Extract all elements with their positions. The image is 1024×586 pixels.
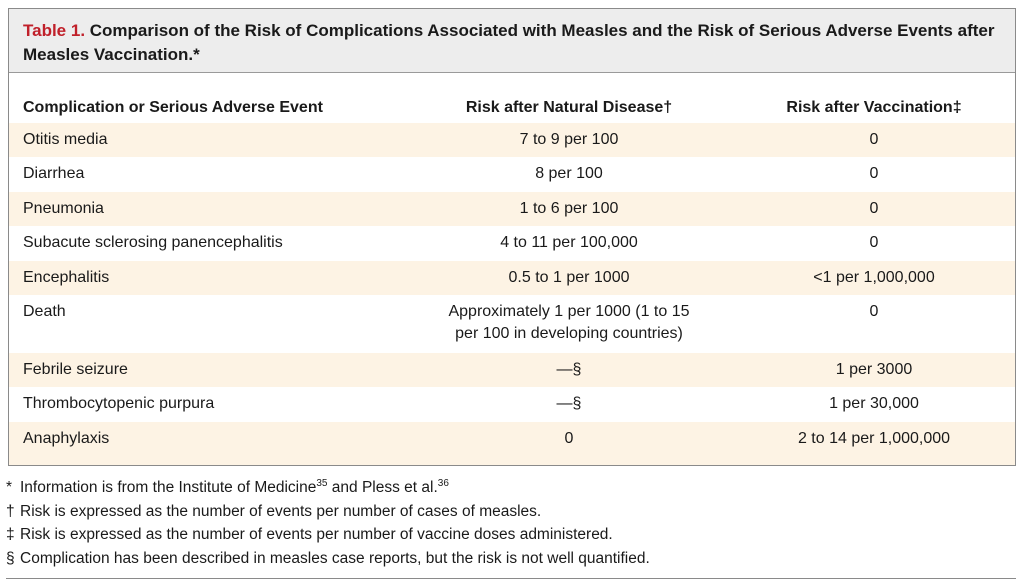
table-row: Thrombocytopenic purpura —§ 1 per 30,000	[9, 387, 1015, 422]
table-row: Subacute sclerosing panencephalitis 4 to…	[9, 226, 1015, 261]
footnote: ‡ Risk is expressed as the number of eve…	[6, 523, 1016, 547]
table-row: Diarrhea 8 per 100 0	[9, 157, 1015, 192]
cell-event: Diarrhea	[23, 165, 85, 182]
footnote-text: Complication has been described in measl…	[20, 549, 650, 567]
footnote: § Complication has been described in mea…	[6, 547, 1016, 571]
cell-natural: 0	[564, 430, 574, 447]
footnote-text: Risk is expressed as the number of event…	[20, 502, 542, 520]
footnote-text: Risk is expressed as the number of event…	[20, 526, 613, 543]
cell-vaccine: 0	[869, 200, 879, 217]
cell-event: Febrile seizure	[23, 361, 128, 378]
cell-natural: Approximately 1 per 1000 (1 to 15 per 10…	[399, 301, 739, 345]
cell-vaccine: <1 per 1,000,000	[813, 269, 935, 286]
footnote-mark: †	[6, 502, 15, 520]
table-row: Anaphylaxis 0 2 to 14 per 1,000,000	[9, 422, 1015, 465]
cell-natural: —§	[556, 395, 582, 412]
cell-natural: 8 per 100	[535, 165, 603, 182]
cell-natural: 1 to 6 per 100	[519, 200, 619, 217]
cell-event: Death	[23, 303, 66, 320]
citation-36: 36	[437, 477, 449, 489]
cell-natural: —§	[556, 361, 582, 378]
footnote-text: Information is from the Institute of Med…	[20, 476, 449, 500]
table-row: Otitis media 7 to 9 per 100 0	[9, 123, 1015, 157]
header-vaccine: Risk after Vaccination‡	[786, 99, 962, 116]
bottom-rule	[6, 578, 1016, 579]
cell-event: Pneumonia	[23, 200, 104, 217]
table-frame: Table 1. Comparison of the Risk of Compl…	[8, 8, 1016, 466]
cell-event: Subacute sclerosing panencephalitis	[23, 234, 283, 251]
table-header-row: Complication or Serious Adverse Event Ri…	[9, 73, 1015, 131]
cell-natural: 4 to 11 per 100,000	[500, 234, 638, 251]
table-title: Table 1. Comparison of the Risk of Compl…	[9, 9, 1015, 73]
table-row: Febrile seizure —§ 1 per 3000	[9, 353, 1015, 387]
footnote: * Information is from the Institute of M…	[6, 476, 1016, 500]
footnote: † Risk is expressed as the number of eve…	[6, 500, 1016, 524]
header-event: Complication or Serious Adverse Event	[23, 99, 323, 116]
cell-natural-line2: per 100 in developing countries)	[455, 325, 683, 342]
cell-vaccine: 1 per 3000	[835, 361, 913, 378]
table-number: Table 1.	[23, 21, 86, 40]
footnotes: * Information is from the Institute of M…	[6, 476, 1016, 570]
cell-event: Otitis media	[23, 131, 108, 148]
table-row: Pneumonia 1 to 6 per 100 0	[9, 192, 1015, 226]
cell-natural: 0.5 to 1 per 1000	[508, 269, 630, 286]
footnote-mark: *	[6, 479, 13, 496]
cell-natural-line1: Approximately 1 per 1000 (1 to 15	[448, 303, 690, 320]
footnote-text-part: and Pless et al.	[327, 479, 438, 496]
table-title-text: Comparison of the Risk of Complications …	[23, 21, 995, 64]
citation-35: 35	[316, 477, 328, 489]
footnote-mark: ‡	[6, 526, 15, 543]
cell-event: Encephalitis	[23, 269, 110, 286]
cell-event: Thrombocytopenic purpura	[23, 395, 215, 412]
cell-vaccine: 0	[869, 131, 879, 148]
cell-vaccine: 2 to 14 per 1,000,000	[797, 430, 951, 447]
table-row: Death Approximately 1 per 1000 (1 to 15 …	[9, 295, 1015, 353]
footnote-text-part: Information is from the Institute of Med…	[20, 479, 317, 496]
header-natural: Risk after Natural Disease†	[465, 99, 673, 116]
cell-vaccine: 1 per 30,000	[829, 395, 919, 412]
footnote-mark: §	[6, 549, 15, 567]
cell-natural: 7 to 9 per 100	[519, 131, 619, 148]
cell-vaccine: 0	[869, 303, 879, 320]
cell-vaccine: 0	[869, 234, 879, 251]
cell-event: Anaphylaxis	[23, 430, 110, 447]
table-row: Encephalitis 0.5 to 1 per 1000 <1 per 1,…	[9, 261, 1015, 295]
cell-vaccine: 0	[869, 165, 879, 182]
